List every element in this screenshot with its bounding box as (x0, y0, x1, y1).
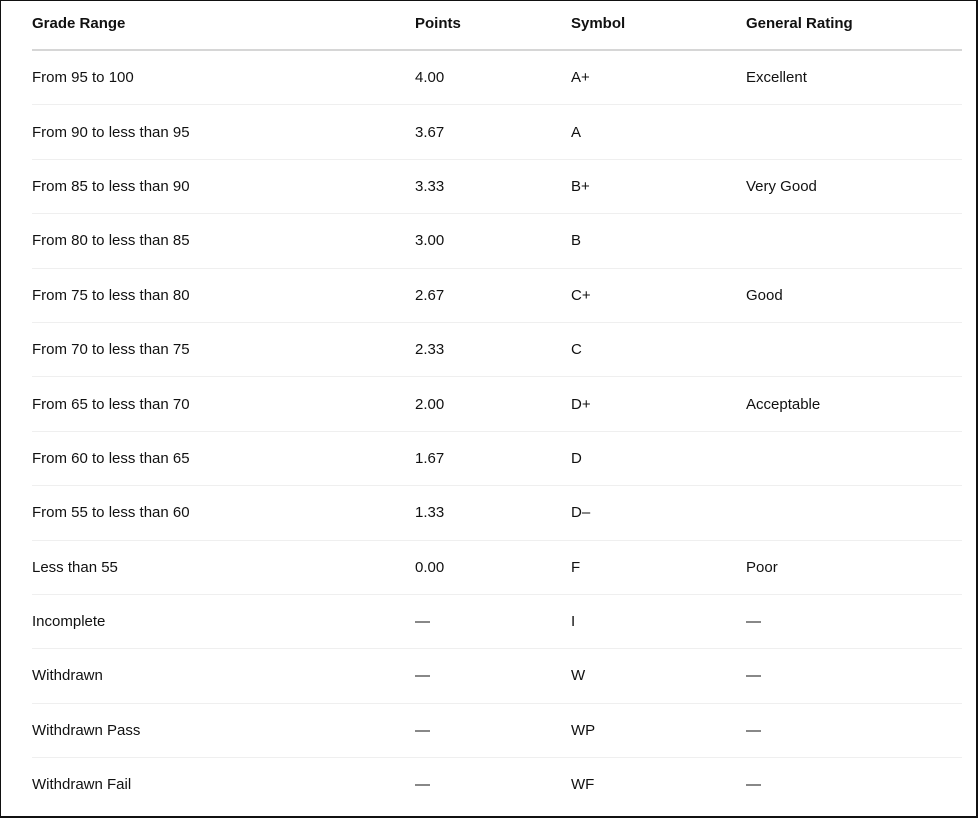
symbol-cell: D– (571, 485, 746, 541)
table-row: From 85 to less than 90 3.33 B+ Very Good (32, 159, 962, 215)
points-cell: 2.00 (415, 376, 571, 432)
symbol-cell: W (571, 648, 746, 704)
general-rating-cell (746, 431, 962, 487)
points-cell: 1.33 (415, 485, 571, 541)
grade-range-cell: Withdrawn (32, 648, 415, 704)
symbol-cell: B (571, 213, 746, 269)
general-rating-cell (746, 322, 962, 378)
general-rating-cell: Excellent (746, 50, 962, 106)
symbol-cell: A (571, 104, 746, 160)
grade-range-cell: From 90 to less than 95 (32, 104, 415, 160)
table-row: From 90 to less than 95 3.67 A (32, 104, 962, 160)
header-grade-range: Grade Range (32, 0, 415, 51)
general-rating-cell: — (746, 648, 962, 704)
grade-range-cell: From 80 to less than 85 (32, 213, 415, 269)
table-row: Incomplete — I — (32, 594, 962, 650)
symbol-cell: D (571, 431, 746, 487)
general-rating-cell: — (746, 703, 962, 759)
table-row: Less than 55 0.00 F Poor (32, 540, 962, 595)
general-rating-cell (746, 213, 962, 269)
symbol-cell: D+ (571, 376, 746, 432)
table-row: From 95 to 100 4.00 A+ Excellent (32, 50, 962, 106)
grade-range-cell: From 70 to less than 75 (32, 322, 415, 378)
general-rating-cell (746, 104, 962, 160)
points-cell: 3.00 (415, 213, 571, 269)
table-row: From 75 to less than 80 2.67 C+ Good (32, 268, 962, 323)
symbol-cell: I (571, 594, 746, 650)
general-rating-cell: Poor (746, 540, 962, 595)
table-row: From 55 to less than 60 1.33 D– (32, 485, 962, 541)
grade-range-cell: From 55 to less than 60 (32, 485, 415, 541)
points-cell: 1.67 (415, 431, 571, 487)
points-cell: — (415, 703, 571, 759)
symbol-cell: C (571, 322, 746, 378)
points-cell: — (415, 594, 571, 650)
points-cell: 3.67 (415, 104, 571, 160)
header-general-rating: General Rating (746, 0, 962, 51)
general-rating-cell: Very Good (746, 159, 962, 215)
symbol-cell: A+ (571, 50, 746, 106)
general-rating-cell: — (746, 594, 962, 650)
table-row: From 80 to less than 85 3.00 B (32, 213, 962, 269)
table-row: Withdrawn — W — (32, 648, 962, 704)
grade-table: Grade Range Points Symbol General Rating… (32, 0, 962, 811)
grade-range-cell: Less than 55 (32, 540, 415, 595)
symbol-cell: WP (571, 703, 746, 759)
points-cell: 2.67 (415, 268, 571, 323)
grade-range-cell: From 95 to 100 (32, 50, 415, 106)
points-cell: 4.00 (415, 50, 571, 106)
grade-range-cell: From 75 to less than 80 (32, 268, 415, 323)
points-cell: 3.33 (415, 159, 571, 215)
general-rating-cell: Acceptable (746, 376, 962, 432)
general-rating-cell: Good (746, 268, 962, 323)
points-cell: 2.33 (415, 322, 571, 378)
points-cell: 0.00 (415, 540, 571, 595)
table-row: From 70 to less than 75 2.33 C (32, 322, 962, 378)
table-row: Withdrawn Pass — WP — (32, 703, 962, 759)
grade-range-cell: Incomplete (32, 594, 415, 650)
table-header-row: Grade Range Points Symbol General Rating (32, 0, 962, 51)
symbol-cell: WF (571, 776, 595, 794)
header-symbol: Symbol (571, 0, 746, 51)
symbol-cell: C+ (571, 268, 746, 323)
symbol-cell: F (571, 540, 746, 595)
header-points: Points (415, 0, 571, 51)
table-row: From 65 to less than 70 2.00 D+ Acceptable (32, 376, 962, 432)
grade-range-cell: From 85 to less than 90 (32, 159, 415, 215)
table-row: From 60 to less than 65 1.67 D (32, 431, 962, 487)
grade-range-cell: Withdrawn Fail (32, 776, 132, 794)
grade-range-cell: Withdrawn Pass (32, 703, 415, 759)
general-rating-cell: — (746, 776, 761, 794)
grade-range-cell: From 60 to less than 65 (32, 431, 415, 487)
table-row: Withdrawn Fail — WF — (32, 758, 962, 812)
symbol-cell: B+ (571, 159, 746, 215)
points-cell: — (415, 776, 430, 794)
general-rating-cell (746, 485, 962, 541)
points-cell: — (415, 648, 571, 704)
grade-range-cell: From 65 to less than 70 (32, 376, 415, 432)
